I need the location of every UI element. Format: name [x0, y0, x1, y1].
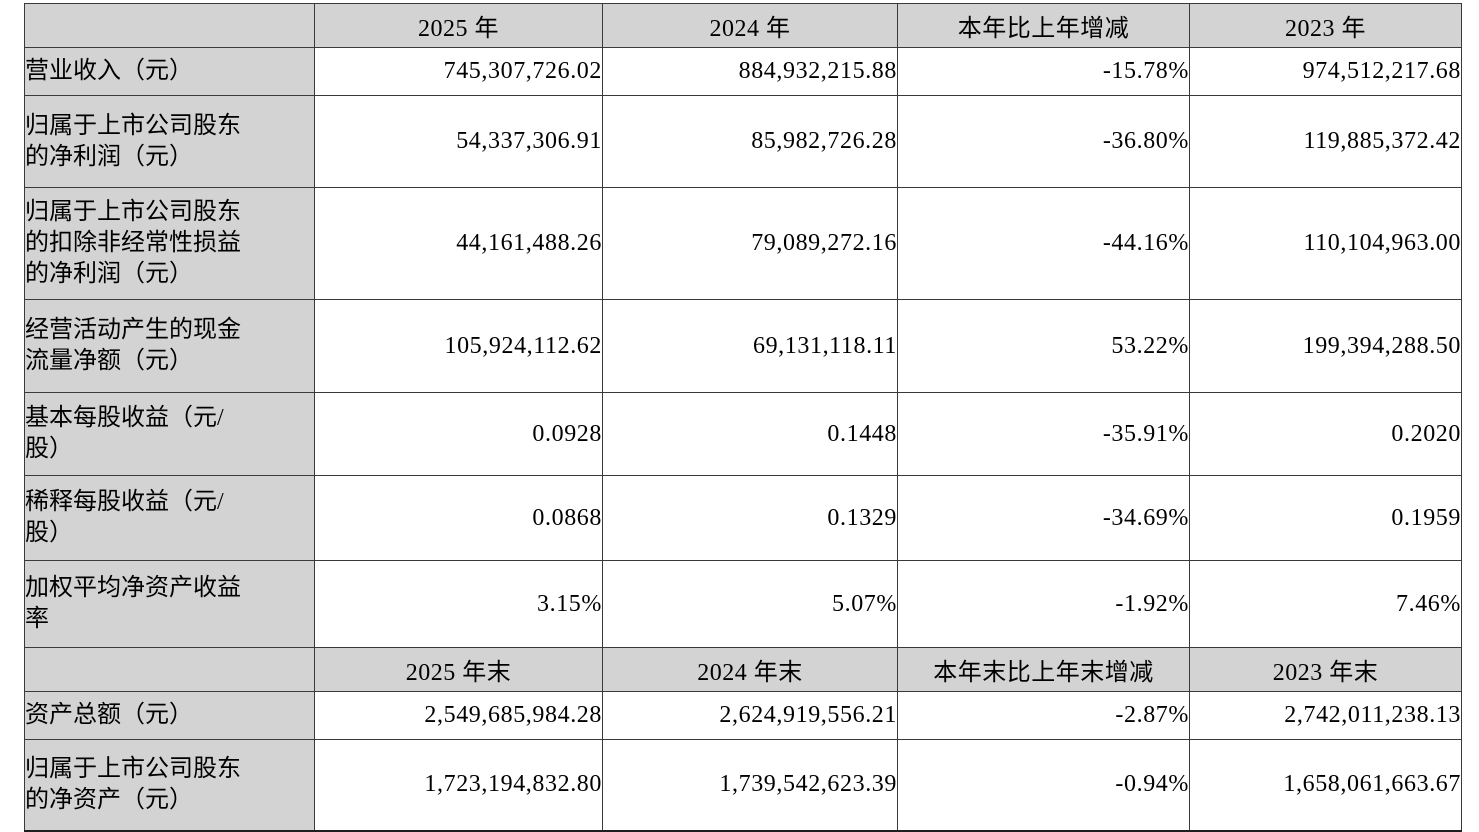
table-row-revenue: 营业收入（元） 745,307,726.02 884,932,215.88 -1…	[24, 47, 1462, 96]
header-2024: 2024 年	[602, 3, 898, 48]
table-row-net-profit: 归属于上市公司股东的净利润（元） 54,337,306.91 85,982,72…	[24, 95, 1462, 188]
value-2025: 745,307,726.02	[314, 47, 603, 96]
value-2025: 0.0928	[314, 392, 603, 476]
row-label: 归属于上市公司股东的净资产（元）	[25, 755, 241, 813]
table-row-net-assets: 归属于上市公司股东的净资产（元） 1,723,194,832.80 1,739,…	[24, 739, 1462, 831]
value-change: -2.87%	[897, 691, 1190, 740]
value-2023: 119,885,372.42	[1189, 95, 1462, 188]
row-label-cell: 营业收入（元）	[24, 47, 315, 96]
value-2023: 0.2020	[1189, 392, 1462, 476]
value-change: 53.22%	[897, 299, 1190, 393]
row-label-cell: 经营活动产生的现金流量净额（元）	[24, 299, 315, 393]
value-2025: 105,924,112.62	[314, 299, 603, 393]
value-2024: 69,131,118.11	[602, 299, 898, 393]
row-label: 加权平均净资产收益率	[25, 575, 241, 632]
value-2025: 54,337,306.91	[314, 95, 603, 188]
value-change: -36.80%	[897, 95, 1190, 188]
header-year-end-change: 本年末比上年末增减	[897, 647, 1190, 692]
row-label-cell: 稀释每股收益（元/股）	[24, 475, 315, 561]
value-2023: 110,104,963.00	[1189, 187, 1462, 300]
financial-summary-table: 2025 年 2024 年 本年比上年增减 2023 年 营业收入（元） 745…	[24, 3, 1462, 832]
value-2023: 7.46%	[1189, 560, 1462, 648]
value-change: -35.91%	[897, 392, 1190, 476]
value-2023: 0.1959	[1189, 475, 1462, 561]
value-2024: 5.07%	[602, 560, 898, 648]
table-row-total-assets: 资产总额（元） 2,549,685,984.28 2,624,919,556.2…	[24, 691, 1462, 740]
value-2025: 44,161,488.26	[314, 187, 603, 300]
row-label: 稀释每股收益（元/股）	[25, 489, 224, 546]
value-change: -1.92%	[897, 560, 1190, 648]
header-2023-end: 2023 年末	[1189, 647, 1462, 692]
value-change: -34.69%	[897, 475, 1190, 561]
row-label: 归属于上市公司股东的扣除非经常性损益的净利润（元）	[25, 199, 241, 287]
header-2023: 2023 年	[1189, 3, 1462, 48]
header-empty-cell	[24, 647, 315, 692]
value-2024: 884,932,215.88	[602, 47, 898, 96]
row-label: 营业收入（元）	[25, 58, 193, 84]
row-label-cell: 归属于上市公司股东的净利润（元）	[24, 95, 315, 188]
value-change: -44.16%	[897, 187, 1190, 300]
row-label-cell: 归属于上市公司股东的扣除非经常性损益的净利润（元）	[24, 187, 315, 300]
row-label-cell: 资产总额（元）	[24, 691, 315, 740]
row-label: 基本每股收益（元/股）	[25, 405, 224, 462]
value-2023: 199,394,288.50	[1189, 299, 1462, 393]
value-change: -0.94%	[897, 739, 1190, 831]
header-yoy-change: 本年比上年增减	[897, 3, 1190, 48]
table-row-weighted-avg-roe: 加权平均净资产收益率 3.15% 5.07% -1.92% 7.46%	[24, 560, 1462, 648]
value-2024: 0.1329	[602, 475, 898, 561]
table-row-diluted-eps: 稀释每股收益（元/股） 0.0868 0.1329 -34.69% 0.1959	[24, 475, 1462, 561]
value-2025: 0.0868	[314, 475, 603, 561]
header-2024-end: 2024 年末	[602, 647, 898, 692]
value-2024: 85,982,726.28	[602, 95, 898, 188]
table-header-row-year-end: 2025 年末 2024 年末 本年末比上年末增减 2023 年末	[24, 647, 1462, 692]
table-row-basic-eps: 基本每股收益（元/股） 0.0928 0.1448 -35.91% 0.2020	[24, 392, 1462, 476]
value-2025: 3.15%	[314, 560, 603, 648]
row-label: 资产总额（元）	[25, 702, 193, 728]
value-2025: 1,723,194,832.80	[314, 739, 603, 831]
value-2023: 1,658,061,663.67	[1189, 739, 1462, 831]
value-change: -15.78%	[897, 47, 1190, 96]
table-row-operating-cash-flow: 经营活动产生的现金流量净额（元） 105,924,112.62 69,131,1…	[24, 299, 1462, 393]
header-2025-end: 2025 年末	[314, 647, 603, 692]
header-2025: 2025 年	[314, 3, 603, 48]
row-label: 经营活动产生的现金流量净额（元）	[25, 317, 241, 374]
value-2024: 2,624,919,556.21	[602, 691, 898, 740]
value-2024: 79,089,272.16	[602, 187, 898, 300]
table-header-row-annual: 2025 年 2024 年 本年比上年增减 2023 年	[24, 3, 1462, 48]
row-label-cell: 归属于上市公司股东的净资产（元）	[24, 739, 315, 831]
header-empty-cell	[24, 3, 315, 48]
value-2025: 2,549,685,984.28	[314, 691, 603, 740]
value-2023: 974,512,217.68	[1189, 47, 1462, 96]
row-label-cell: 基本每股收益（元/股）	[24, 392, 315, 476]
row-label-cell: 加权平均净资产收益率	[24, 560, 315, 648]
value-2024: 1,739,542,623.39	[602, 739, 898, 831]
table-row-deducted-net-profit: 归属于上市公司股东的扣除非经常性损益的净利润（元） 44,161,488.26 …	[24, 187, 1462, 300]
row-label: 归属于上市公司股东的净利润（元）	[25, 112, 241, 170]
value-2024: 0.1448	[602, 392, 898, 476]
value-2023: 2,742,011,238.13	[1189, 691, 1462, 740]
